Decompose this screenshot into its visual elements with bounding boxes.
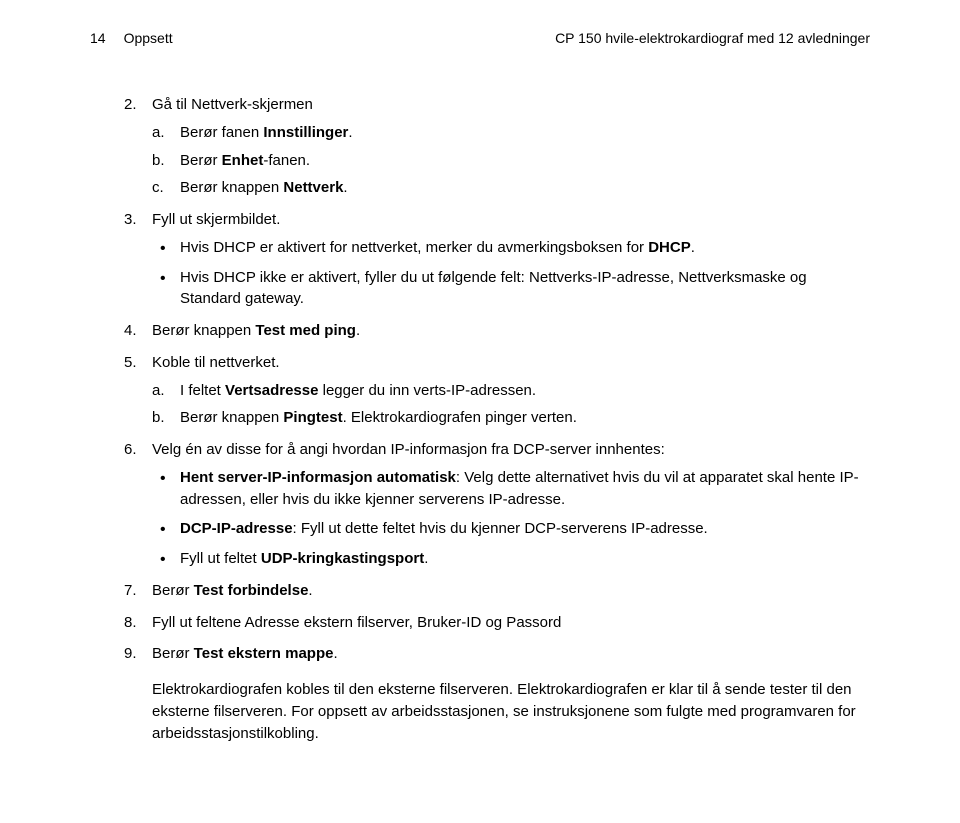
text: Berør xyxy=(180,152,222,169)
step-3-bullets: Hvis DHCP er aktivert for nettverket, me… xyxy=(152,237,870,310)
header-left: 14 Oppsett xyxy=(90,30,173,46)
step-6-bullet-1: Hent server-IP-informasjon automatisk: V… xyxy=(152,467,870,511)
text: legger du inn verts-IP-adressen. xyxy=(318,382,536,399)
text: . xyxy=(308,582,312,599)
text: Berør xyxy=(152,645,194,662)
doc-title: CP 150 hvile-elektrokardiograf med 12 av… xyxy=(555,30,870,46)
step-text: Fyll ut skjermbildet. xyxy=(152,211,280,228)
step-2a: Berør fanen Innstillinger. xyxy=(152,122,870,144)
text: . xyxy=(348,124,352,141)
section-title: Oppsett xyxy=(124,30,173,46)
text: : Fyll ut dette feltet hvis du kjenner D… xyxy=(293,520,708,537)
text: Berør knappen xyxy=(152,322,255,339)
step-3-bullet-1: Hvis DHCP er aktivert for nettverket, me… xyxy=(152,237,870,259)
bold-text: Nettverk xyxy=(283,179,343,196)
text: . xyxy=(691,239,695,256)
step-5b: Berør knappen Pingtest. Elektrokardiogra… xyxy=(152,407,870,429)
text: Hvis DHCP er aktivert for nettverket, me… xyxy=(180,239,648,256)
text: Fyll ut feltene Adresse ekstern filserve… xyxy=(152,614,561,631)
step-5-sublist: I feltet Vertsadresse legger du inn vert… xyxy=(152,380,870,430)
bold-text: Enhet xyxy=(222,152,264,169)
bold-text: UDP-kringkastingsport xyxy=(261,550,424,567)
text: . xyxy=(333,645,337,662)
text: Berør fanen xyxy=(180,124,263,141)
step-9: Berør Test ekstern mappe. Elektrokardiog… xyxy=(124,643,870,744)
content-body: Gå til Nettverk-skjermen Berør fanen Inn… xyxy=(90,94,870,744)
step-5: Koble til nettverket. I feltet Vertsadre… xyxy=(124,352,870,429)
document-page: 14 Oppsett CP 150 hvile-elektrokardiogra… xyxy=(0,0,960,794)
step-6-bullet-2: DCP-IP-adresse: Fyll ut dette feltet hvi… xyxy=(152,518,870,540)
main-ordered-list: Gå til Nettverk-skjermen Berør fanen Inn… xyxy=(124,94,870,744)
step-3-bullet-2: Hvis DHCP ikke er aktivert, fyller du ut… xyxy=(152,267,870,311)
bold-text: DHCP xyxy=(648,239,691,256)
text: . Elektrokardiografen pinger verten. xyxy=(343,409,577,426)
bold-text: Test ekstern mappe xyxy=(194,645,334,662)
text: Elektrokardiografen kobles til den ekste… xyxy=(152,681,856,742)
step-text: Velg én av disse for å angi hvordan IP-i… xyxy=(152,441,665,458)
step-7: Berør Test forbindelse. xyxy=(124,580,870,602)
text: Berør xyxy=(152,582,194,599)
page-number: 14 xyxy=(90,30,106,46)
bold-text: Test med ping xyxy=(255,322,356,339)
step-text: Gå til Nettverk-skjermen xyxy=(152,96,313,113)
step-5a: I feltet Vertsadresse legger du inn vert… xyxy=(152,380,870,402)
text: Berør knappen xyxy=(180,409,283,426)
step-6: Velg én av disse for å angi hvordan IP-i… xyxy=(124,439,870,570)
text: . xyxy=(343,179,347,196)
step-2c: Berør knappen Nettverk. xyxy=(152,177,870,199)
step-8: Fyll ut feltene Adresse ekstern filserve… xyxy=(124,612,870,634)
bold-text: Innstillinger xyxy=(263,124,348,141)
bold-text: Pingtest xyxy=(283,409,342,426)
step-2: Gå til Nettverk-skjermen Berør fanen Inn… xyxy=(124,94,870,199)
bold-text: DCP-IP-adresse xyxy=(180,520,293,537)
step-2b: Berør Enhet-fanen. xyxy=(152,150,870,172)
text: -fanen. xyxy=(263,152,310,169)
page-header: 14 Oppsett CP 150 hvile-elektrokardiogra… xyxy=(90,30,870,46)
text: I feltet xyxy=(180,382,225,399)
text: . xyxy=(356,322,360,339)
text: Berør knappen xyxy=(180,179,283,196)
step-6-bullet-3: Fyll ut feltet UDP-kringkastingsport. xyxy=(152,548,870,570)
text: Hvis DHCP ikke er aktivert, fyller du ut… xyxy=(180,269,807,308)
step-9-followup: Elektrokardiografen kobles til den ekste… xyxy=(152,679,870,744)
bold-text: Vertsadresse xyxy=(225,382,318,399)
step-3: Fyll ut skjermbildet. Hvis DHCP er aktiv… xyxy=(124,209,870,310)
step-4: Berør knappen Test med ping. xyxy=(124,320,870,342)
step-6-bullets: Hent server-IP-informasjon automatisk: V… xyxy=(152,467,870,570)
text: . xyxy=(424,550,428,567)
step-text: Koble til nettverket. xyxy=(152,354,280,371)
step-2-sublist: Berør fanen Innstillinger. Berør Enhet-f… xyxy=(152,122,870,199)
bold-text: Test forbindelse xyxy=(194,582,309,599)
bold-text: Hent server-IP-informasjon automatisk xyxy=(180,469,456,486)
text: Fyll ut feltet xyxy=(180,550,261,567)
